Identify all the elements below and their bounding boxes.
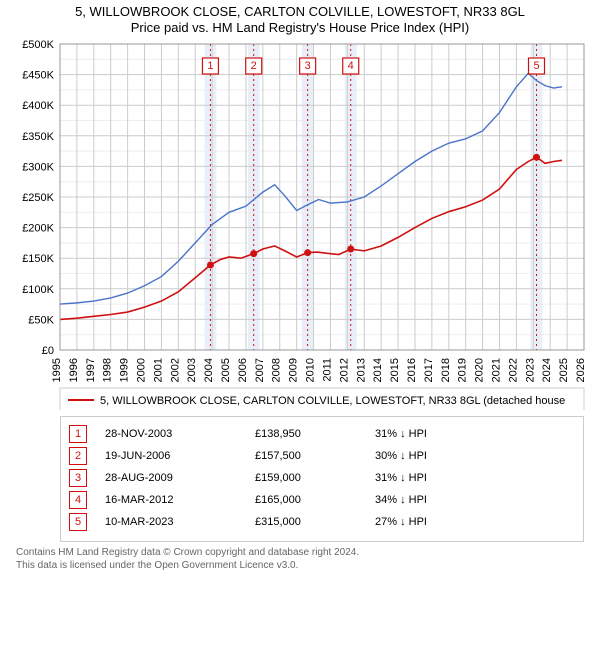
footer-line-1: Contains HM Land Registry data © Crown c…: [16, 546, 584, 559]
x-tick-label: 2009: [288, 358, 300, 382]
price-vs-hpi-chart: 5, WILLOWBROOK CLOSE, CARLTON COLVILLE, …: [0, 0, 600, 410]
sales-row-delta: 31% ↓ HPI: [375, 428, 515, 440]
x-tick-label: 2007: [254, 358, 266, 382]
sale-marker: [304, 249, 311, 256]
svg-text:1: 1: [207, 60, 213, 72]
sales-table-row: 2 19-JUN-2006£157,50030% ↓ HPI: [69, 445, 575, 467]
sales-table-row: 5 10-MAR-2023£315,00027% ↓ HPI: [69, 511, 575, 533]
sale-number-box: 1: [202, 58, 218, 74]
x-tick-label: 2012: [338, 358, 350, 382]
chart-title-line2: Price paid vs. HM Land Registry's House …: [131, 20, 469, 35]
x-tick-label: 2023: [524, 358, 536, 382]
x-tick-label: 2002: [169, 358, 181, 382]
svg-text:4: 4: [348, 60, 354, 72]
x-tick-label: 2003: [186, 358, 198, 382]
sales-row-price: £315,000: [255, 516, 375, 528]
sales-table-row: 4 16-MAR-2012£165,00034% ↓ HPI: [69, 489, 575, 511]
x-tick-label: 2015: [389, 358, 401, 382]
sales-row-date: 16-MAR-2012: [105, 494, 255, 506]
x-tick-label: 2006: [237, 358, 249, 382]
sales-row-date: 19-JUN-2006: [105, 450, 255, 462]
sales-row-number: 1: [69, 425, 87, 443]
legend-label: 5, WILLOWBROOK CLOSE, CARLTON COLVILLE, …: [100, 395, 565, 407]
x-tick-label: 2022: [507, 358, 519, 382]
x-tick-label: 2016: [406, 358, 418, 382]
sale-marker: [347, 246, 354, 253]
y-tick-label: £0: [42, 345, 54, 357]
sales-row-delta: 34% ↓ HPI: [375, 494, 515, 506]
sales-row-number: 5: [69, 513, 87, 531]
x-tick-label: 2013: [355, 358, 367, 382]
sales-table: 128-NOV-2003£138,95031% ↓ HPI219-JUN-200…: [60, 416, 584, 542]
x-tick-label: 1995: [51, 358, 63, 382]
svg-text:2: 2: [251, 60, 257, 72]
x-tick-label: 2017: [423, 358, 435, 382]
chart-title-line1: 5, WILLOWBROOK CLOSE, CARLTON COLVILLE, …: [75, 4, 525, 19]
sales-row-price: £165,000: [255, 494, 375, 506]
x-tick-label: 1999: [119, 358, 131, 382]
sales-row-number: 4: [69, 491, 87, 509]
y-tick-label: £300K: [22, 161, 54, 173]
sale-number-box: 4: [343, 58, 359, 74]
y-tick-label: £100K: [22, 284, 54, 296]
footer-attribution: Contains HM Land Registry data © Crown c…: [16, 546, 584, 572]
sales-row-delta: 30% ↓ HPI: [375, 450, 515, 462]
x-tick-label: 2020: [474, 358, 486, 382]
sale-number-box: 2: [246, 58, 262, 74]
sales-row-price: £157,500: [255, 450, 375, 462]
legend-label: HPI: Average price, detached house, East…: [100, 409, 341, 410]
x-tick-label: 2011: [321, 358, 333, 382]
svg-text:3: 3: [305, 60, 311, 72]
x-tick-label: 1997: [85, 358, 97, 382]
sales-row-price: £138,950: [255, 428, 375, 440]
y-tick-label: £400K: [22, 100, 54, 112]
sale-marker: [207, 261, 214, 268]
x-tick-label: 2018: [440, 358, 452, 382]
sale-number-box: 3: [300, 58, 316, 74]
y-tick-label: £500K: [22, 39, 54, 51]
sales-row-number: 3: [69, 469, 87, 487]
sales-row-date: 28-AUG-2009: [105, 472, 255, 484]
y-tick-label: £250K: [22, 192, 54, 204]
x-tick-label: 2024: [541, 358, 553, 382]
sales-row-delta: 27% ↓ HPI: [375, 516, 515, 528]
x-tick-label: 2008: [271, 358, 283, 382]
sale-marker: [533, 154, 540, 161]
y-tick-label: £200K: [22, 223, 54, 235]
x-tick-label: 2005: [220, 358, 232, 382]
x-tick-label: 2004: [203, 358, 215, 382]
svg-text:5: 5: [533, 60, 539, 72]
sales-row-date: 28-NOV-2003: [105, 428, 255, 440]
x-tick-label: 1998: [102, 358, 114, 382]
x-tick-label: 2021: [490, 358, 502, 382]
x-tick-label: 2010: [305, 358, 317, 382]
x-tick-label: 2000: [136, 358, 148, 382]
x-tick-label: 2026: [575, 358, 587, 382]
footer-line-2: This data is licensed under the Open Gov…: [16, 559, 584, 572]
x-tick-label: 2014: [372, 358, 384, 382]
sale-marker: [250, 250, 257, 257]
x-tick-label: 1996: [68, 358, 80, 382]
x-tick-label: 2001: [152, 358, 164, 382]
sales-row-delta: 31% ↓ HPI: [375, 472, 515, 484]
sales-row-price: £159,000: [255, 472, 375, 484]
sales-table-row: 1 28-NOV-2003£138,95031% ↓ HPI: [69, 423, 575, 445]
x-tick-label: 2025: [558, 358, 570, 382]
y-tick-label: £150K: [22, 253, 54, 265]
sale-number-box: 5: [529, 58, 545, 74]
y-tick-label: £450K: [22, 70, 54, 82]
x-tick-label: 2019: [457, 358, 469, 382]
y-tick-label: £50K: [28, 314, 54, 326]
sales-row-date: 10-MAR-2023: [105, 516, 255, 528]
y-tick-label: £350K: [22, 131, 54, 143]
sales-row-number: 2: [69, 447, 87, 465]
sales-table-row: 3 28-AUG-2009£159,00031% ↓ HPI: [69, 467, 575, 489]
